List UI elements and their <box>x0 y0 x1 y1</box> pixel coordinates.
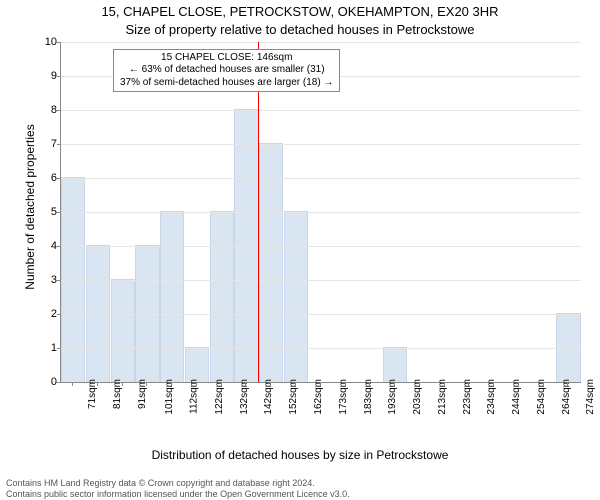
xtick-mark <box>196 382 197 386</box>
xtick-label: 101sqm <box>164 379 175 415</box>
xtick-label: 152sqm <box>288 379 299 415</box>
ytick-label: 1 <box>35 342 57 354</box>
ytick-label: 3 <box>35 274 57 286</box>
xtick-label: 132sqm <box>238 379 249 415</box>
ytick-label: 9 <box>35 70 57 82</box>
gridline <box>61 314 581 315</box>
annotation-line3: 37% of semi-detached houses are larger (… <box>120 77 333 90</box>
ytick-mark <box>57 246 61 247</box>
histogram-bar <box>185 347 209 382</box>
xtick-label: 193sqm <box>387 379 398 415</box>
ytick-label: 4 <box>35 240 57 252</box>
xtick-mark <box>468 382 469 386</box>
reference-line <box>258 42 259 382</box>
xtick-label: 112sqm <box>189 379 200 414</box>
histogram-bar <box>160 211 184 382</box>
ytick-label: 5 <box>35 206 57 218</box>
ytick-mark <box>57 42 61 43</box>
gridline <box>61 144 581 145</box>
ytick-mark <box>57 212 61 213</box>
gridline <box>61 42 581 43</box>
xtick-label: 213sqm <box>437 379 448 415</box>
footer-attribution: Contains HM Land Registry data © Crown c… <box>6 478 350 499</box>
histogram-bar <box>383 347 407 382</box>
xtick-label: 274sqm <box>585 379 596 415</box>
plot-area: 012345678910 71sqm81sqm91sqm101sqm112sqm… <box>60 42 581 383</box>
xtick-label: 234sqm <box>486 379 497 415</box>
ytick-mark <box>57 178 61 179</box>
gridline <box>61 246 581 247</box>
gridline <box>61 212 581 213</box>
annotation-line2: ← 63% of detached houses are smaller (31… <box>120 64 333 77</box>
xtick-mark <box>419 382 420 386</box>
xtick-mark <box>369 382 370 386</box>
annotation-box: 15 CHAPEL CLOSE: 146sqm ← 63% of detache… <box>113 49 340 93</box>
xtick-mark <box>146 382 147 386</box>
gridline <box>61 348 581 349</box>
xtick-label: 244sqm <box>511 379 522 415</box>
xtick-mark <box>567 382 568 386</box>
annotation-line1: 15 CHAPEL CLOSE: 146sqm <box>120 52 333 65</box>
xtick-mark <box>394 382 395 386</box>
ytick-label: 0 <box>35 376 57 388</box>
ytick-mark <box>57 76 61 77</box>
footer-line2: Contains public sector information licen… <box>6 489 350 499</box>
xtick-label: 162sqm <box>313 379 324 415</box>
xtick-mark <box>171 382 172 386</box>
xtick-label: 254sqm <box>536 379 547 415</box>
ytick-label: 10 <box>35 36 57 48</box>
xtick-mark <box>493 382 494 386</box>
xtick-mark <box>245 382 246 386</box>
xtick-mark <box>221 382 222 386</box>
xtick-mark <box>122 382 123 386</box>
histogram-bar <box>111 279 135 382</box>
chart-title-main: 15, CHAPEL CLOSE, PETROCKSTOW, OKEHAMPTO… <box>0 4 600 19</box>
xtick-label: 223sqm <box>461 379 472 415</box>
ytick-mark <box>57 348 61 349</box>
ytick-mark <box>57 280 61 281</box>
ytick-label: 2 <box>35 308 57 320</box>
ytick-label: 8 <box>35 104 57 116</box>
ytick-label: 6 <box>35 172 57 184</box>
xtick-mark <box>97 382 98 386</box>
gridline <box>61 280 581 281</box>
xtick-label: 264sqm <box>560 379 571 415</box>
gridline <box>61 178 581 179</box>
xtick-mark <box>320 382 321 386</box>
xtick-mark <box>72 382 73 386</box>
xtick-label: 173sqm <box>338 379 349 415</box>
xtick-label: 203sqm <box>412 379 423 415</box>
xtick-mark <box>295 382 296 386</box>
xtick-mark <box>270 382 271 386</box>
xtick-label: 142sqm <box>263 379 274 415</box>
ytick-mark <box>57 314 61 315</box>
xtick-mark <box>444 382 445 386</box>
histogram-bar <box>284 211 308 382</box>
ytick-mark <box>57 110 61 111</box>
ytick-mark <box>57 144 61 145</box>
ytick-label: 7 <box>35 138 57 150</box>
footer-line1: Contains HM Land Registry data © Crown c… <box>6 478 350 488</box>
gridline <box>61 110 581 111</box>
ytick-mark <box>57 382 61 383</box>
xtick-mark <box>543 382 544 386</box>
xtick-mark <box>518 382 519 386</box>
xtick-label: 122sqm <box>214 379 225 415</box>
histogram-bar <box>210 211 234 382</box>
chart-title-sub: Size of property relative to detached ho… <box>0 22 600 37</box>
xtick-label: 183sqm <box>362 379 373 415</box>
x-axis-label: Distribution of detached houses by size … <box>0 448 600 462</box>
xtick-mark <box>345 382 346 386</box>
